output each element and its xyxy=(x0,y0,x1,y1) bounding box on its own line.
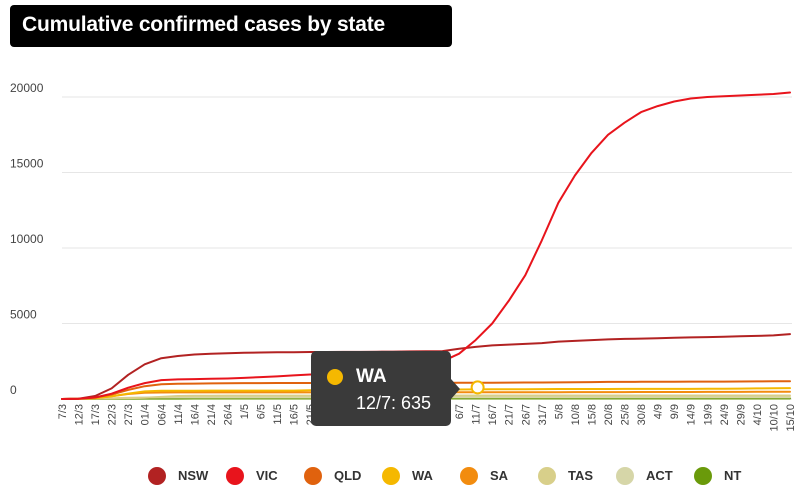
tooltip-series: WA xyxy=(356,366,387,387)
legend-label: TAS xyxy=(568,468,594,483)
x-tick-label: 26/7 xyxy=(520,404,532,425)
y-tick-label: 20000 xyxy=(10,81,44,95)
x-tick-label: 21/4 xyxy=(206,404,218,425)
x-tick-label: 01/4 xyxy=(140,404,152,425)
x-tick-label: 9/9 xyxy=(669,404,681,419)
tooltip: WA 12/7: 635 xyxy=(311,351,451,426)
legend-label: ACT xyxy=(646,468,673,483)
x-tick-label: 6/7 xyxy=(454,404,466,419)
x-tick-label: 20/8 xyxy=(603,404,615,425)
x-tick-label: 24/9 xyxy=(719,404,731,425)
legend-swatch xyxy=(616,467,634,485)
highlight-marker xyxy=(470,380,485,395)
series-line-tas xyxy=(61,394,791,400)
x-tick-label: 15/10 xyxy=(785,404,797,432)
x-tick-label: 31/7 xyxy=(537,404,549,425)
x-tick-label: 16/5 xyxy=(289,404,301,425)
legend-swatch xyxy=(226,467,244,485)
tooltip-arrow xyxy=(451,379,460,399)
x-tick-label: 11/7 xyxy=(471,404,483,425)
x-tick-label: 26/4 xyxy=(222,404,234,425)
y-tick-label: 0 xyxy=(10,383,17,397)
x-tick-label: 6/5 xyxy=(256,404,268,419)
x-tick-label: 5/8 xyxy=(553,404,565,419)
x-tick-label: 30/8 xyxy=(636,404,648,425)
legend-swatch xyxy=(148,467,166,485)
legend-label: QLD xyxy=(334,468,362,483)
x-tick-label: 16/4 xyxy=(189,404,201,425)
x-tick-label: 12/3 xyxy=(74,404,86,425)
x-tick-label: 06/4 xyxy=(156,404,168,425)
x-tick-label: 4/10 xyxy=(752,404,764,425)
tooltip-swatch xyxy=(327,369,343,385)
x-tick-label: 1/5 xyxy=(239,404,251,419)
legend: NSW VIC QLD WA SA TAS ACT NT xyxy=(0,462,800,490)
y-tick-label: 5000 xyxy=(10,308,37,322)
x-tick-label: 19/9 xyxy=(702,404,714,425)
x-tick-label: 27/3 xyxy=(123,404,135,425)
x-tick-label: 10/8 xyxy=(570,404,582,425)
y-axis: 0 5000 10000 15000 20000 xyxy=(10,81,44,397)
highlight-point xyxy=(470,380,485,395)
x-tick-label: 11/5 xyxy=(272,404,284,425)
legend-swatch xyxy=(538,467,556,485)
x-tick-label: 14/9 xyxy=(686,404,698,425)
legend-label: SA xyxy=(490,468,509,483)
chart-title-box: Cumulative confirmed cases by state xyxy=(10,5,452,47)
tooltip-value: 12/7: 635 xyxy=(356,393,432,413)
chart-title: Cumulative confirmed cases by state xyxy=(22,13,385,36)
x-tick-label: 29/9 xyxy=(735,404,747,425)
legend-label: NT xyxy=(724,468,742,483)
x-tick-label: 15/8 xyxy=(586,404,598,425)
x-tick-label: 16/7 xyxy=(487,404,499,425)
x-tick-label: 25/8 xyxy=(620,404,632,425)
x-tick-label: 7/3 xyxy=(57,404,69,419)
x-tick-label: 17/3 xyxy=(90,404,102,425)
legend-label: VIC xyxy=(256,468,278,483)
y-tick-label: 15000 xyxy=(10,157,44,171)
x-tick-label: 10/10 xyxy=(768,404,780,432)
legend-swatch xyxy=(460,467,478,485)
legend-label: WA xyxy=(412,468,433,483)
x-tick-label: 22/3 xyxy=(107,404,119,425)
x-tick-label: 4/9 xyxy=(653,404,665,419)
legend-swatch xyxy=(304,467,322,485)
legend-swatch xyxy=(382,467,400,485)
x-tick-label: 21/7 xyxy=(504,404,516,425)
legend-label: NSW xyxy=(178,468,209,483)
x-tick-label: 11/4 xyxy=(173,404,185,425)
legend-swatch xyxy=(694,467,712,485)
y-tick-label: 10000 xyxy=(10,232,44,246)
